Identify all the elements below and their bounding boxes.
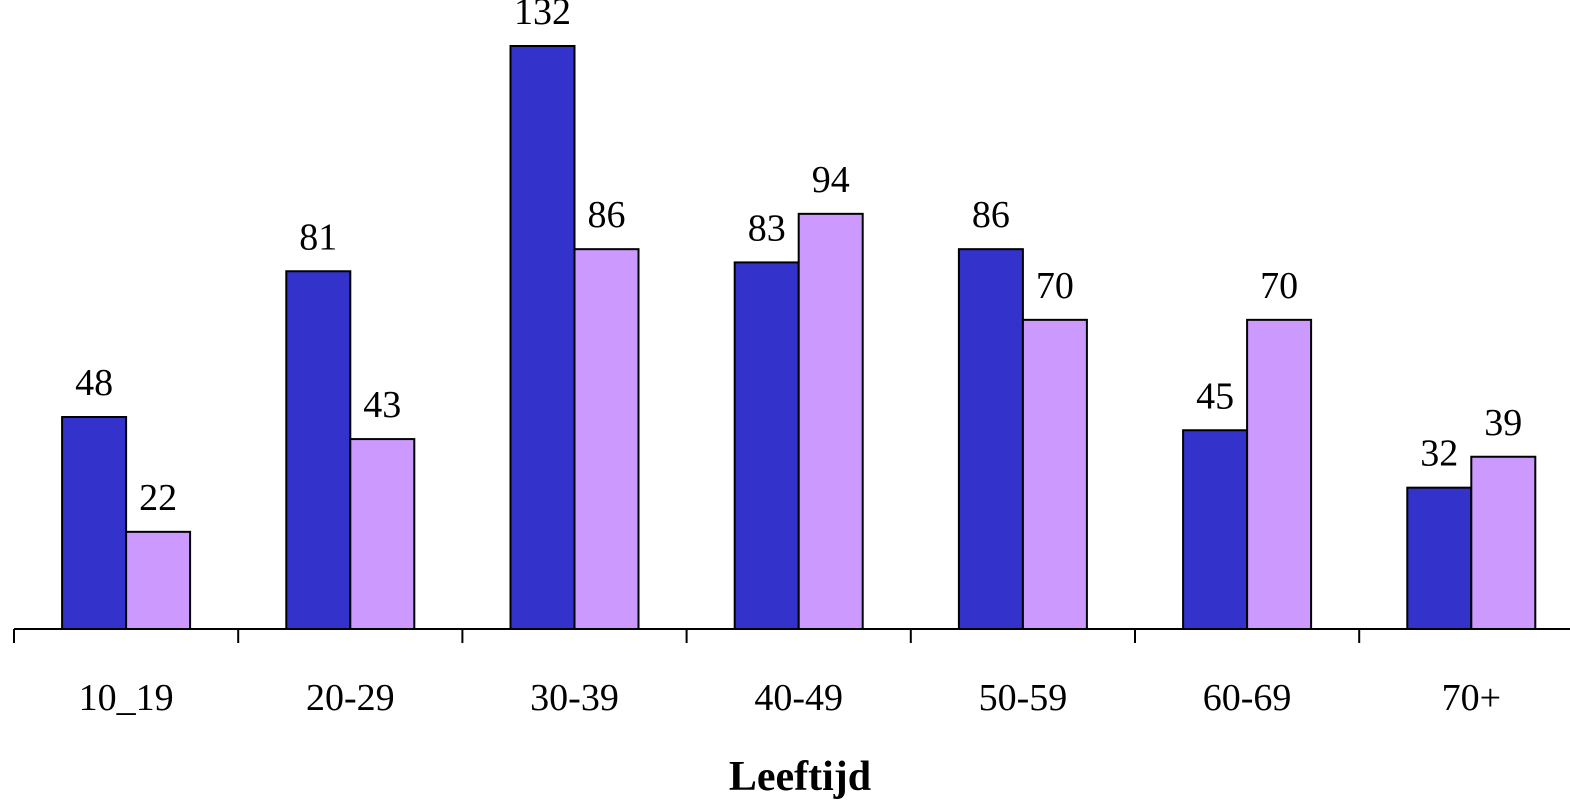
bar-60-69-series-2 — [1246, 318, 1313, 630]
bar-70+-series-1 — [1406, 486, 1473, 630]
data-label-50-59-series-1: 86 — [972, 194, 1010, 236]
data-label-30-39-series-2: 86 — [588, 194, 626, 236]
data-label-20-29-series-1: 81 — [299, 216, 337, 258]
data-label-20-29-series-2: 43 — [363, 384, 401, 426]
data-label-60-69-series-2: 70 — [1260, 265, 1298, 307]
data-label-40-49-series-2: 94 — [812, 159, 850, 201]
bar-10_19-series-1 — [61, 416, 128, 630]
bar-10_19-series-2 — [125, 530, 192, 630]
x-tick-label-30-39: 30-39 — [530, 677, 619, 719]
data-label-70+-series-1: 32 — [1420, 433, 1458, 475]
data-label-50-59-series-2: 70 — [1036, 265, 1074, 307]
bar-30-39-series-1 — [509, 45, 576, 630]
bars-layer — [61, 45, 1537, 631]
bar-70+-series-2 — [1470, 455, 1537, 630]
x-tick-label-10_19: 10_19 — [79, 677, 174, 719]
data-labels-layer: 48 22 81 43 132 86 83 94 86 70 45 70 32 39 — [75, 0, 1522, 519]
bar-50-59-series-1 — [957, 248, 1024, 631]
x-tick-label-50-59: 50-59 — [979, 677, 1068, 719]
bar-20-29-series-2 — [349, 438, 416, 631]
data-label-10_19-series-2: 22 — [139, 477, 177, 519]
bar-20-29-series-1 — [285, 270, 352, 630]
x-tick-label-60-69: 60-69 — [1203, 677, 1292, 719]
data-label-60-69-series-1: 45 — [1196, 375, 1234, 417]
bar-40-49-series-1 — [733, 261, 800, 630]
x-axis-title: Leeftijd — [729, 754, 871, 800]
x-tick-label-20-29: 20-29 — [306, 677, 395, 719]
x-tick-label-70+: 70+ — [1442, 677, 1501, 719]
data-label-10_19-series-1: 48 — [75, 362, 113, 404]
data-label-70+-series-2: 39 — [1484, 402, 1522, 444]
bar-50-59-series-2 — [1021, 318, 1088, 630]
x-tick-labels-layer: 10_19 20-29 30-39 40-49 50-59 60-69 70+ — [13, 629, 1501, 719]
data-label-40-49-series-1: 83 — [748, 207, 786, 249]
data-label-30-39-series-1: 132 — [514, 0, 571, 33]
bar-40-49-series-2 — [797, 212, 864, 630]
bar-30-39-series-2 — [573, 248, 640, 631]
x-tick-label-40-49: 40-49 — [754, 677, 843, 719]
bar-60-69-series-1 — [1182, 429, 1249, 630]
